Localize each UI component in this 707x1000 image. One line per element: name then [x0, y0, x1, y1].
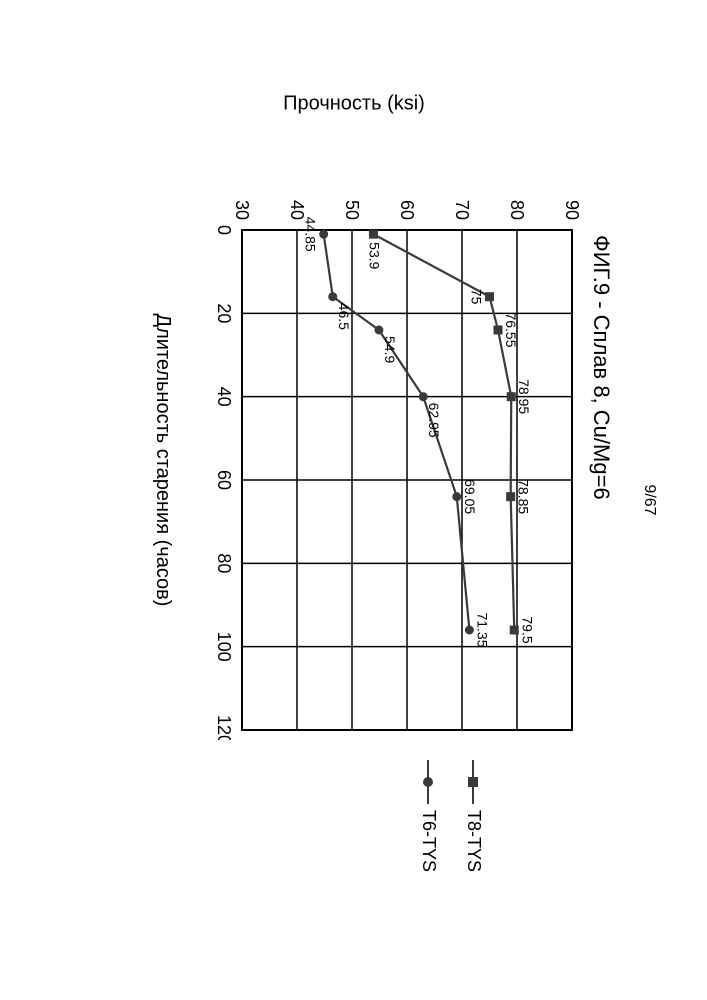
- x-tick-label: 120: [214, 715, 234, 740]
- data-label: 78.85: [515, 479, 531, 514]
- data-label: 76.55: [503, 312, 519, 347]
- y-tick-label: 30: [232, 200, 252, 220]
- marker-circle: [319, 230, 328, 239]
- circle-icon: [423, 777, 433, 787]
- y-tick-label: 50: [342, 200, 362, 220]
- page-number: 9/67: [640, 484, 658, 515]
- marker-square: [506, 492, 515, 501]
- y-tick-label: 60: [397, 200, 417, 220]
- x-tick-label: 20: [214, 303, 234, 323]
- y-tick-label: 70: [452, 200, 472, 220]
- marker-circle: [452, 492, 461, 501]
- data-label: 44.85: [302, 217, 318, 252]
- data-label: 75: [468, 289, 484, 305]
- marker-circle: [328, 292, 337, 301]
- chart-plot-area: 0204060801001203040506070809053.97576.55…: [202, 180, 582, 740]
- y-axis-label: Прочность (ksi): [204, 93, 504, 116]
- legend-item-t8: T8-TYS: [463, 760, 484, 872]
- marker-square: [485, 292, 494, 301]
- marker-circle: [418, 392, 427, 401]
- marker-square: [506, 392, 515, 401]
- legend-label-t6: T6-TYS: [418, 810, 439, 872]
- x-axis-label: Длительность старения (часов): [151, 180, 174, 740]
- page: 9/67 ФИГ.9 - Сплав 8, Cu/Mg=6 Прочность …: [0, 0, 707, 1000]
- x-tick-label: 100: [214, 632, 234, 662]
- chart-svg: 0204060801001203040506070809053.97576.55…: [202, 180, 582, 740]
- legend-label-t8: T8-TYS: [463, 810, 484, 872]
- legend: T8-TYS T6-TYS: [394, 760, 484, 872]
- x-tick-label: 0: [214, 225, 234, 235]
- marker-circle: [464, 626, 473, 635]
- data-label: 78.95: [516, 379, 532, 414]
- legend-line-t6: [427, 760, 429, 804]
- data-label: 54.9: [381, 336, 397, 363]
- landscape-content: 9/67 ФИГ.9 - Сплав 8, Cu/Mg=6 Прочность …: [44, 50, 664, 950]
- x-tick-label: 60: [214, 470, 234, 490]
- data-label: 53.9: [366, 242, 382, 269]
- y-tick-label: 90: [562, 200, 582, 220]
- marker-square: [368, 230, 377, 239]
- series-T6-TYS: [323, 234, 469, 630]
- marker-square: [509, 626, 518, 635]
- data-label: 79.5: [519, 616, 535, 643]
- chart-title: ФИГ.9 - Сплав 8, Cu/Mg=6: [588, 235, 614, 950]
- data-label: 69.05: [461, 479, 477, 514]
- legend-line-t8: [472, 760, 474, 804]
- square-icon: [468, 777, 478, 787]
- marker-square: [493, 326, 502, 335]
- data-label: 62.95: [426, 403, 442, 438]
- y-tick-label: 80: [507, 200, 527, 220]
- data-label: 46.5: [335, 303, 351, 330]
- x-tick-label: 40: [214, 387, 234, 407]
- data-label: 71.35: [474, 612, 490, 647]
- legend-item-t6: T6-TYS: [418, 760, 439, 872]
- x-tick-label: 80: [214, 553, 234, 573]
